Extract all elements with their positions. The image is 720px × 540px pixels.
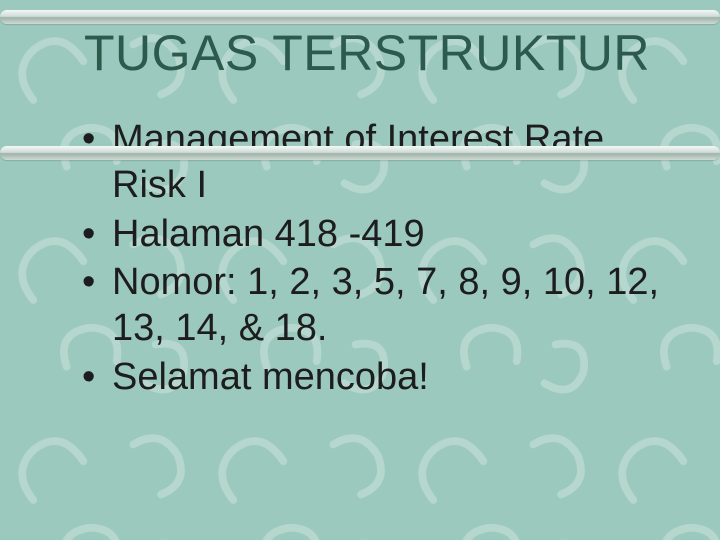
divider-bar-under-title (0, 146, 720, 160)
list-item: Management of Interest Rate Risk I (82, 116, 670, 209)
slide: TUGAS TERSTRUKTUR Management of Interest… (0, 0, 720, 540)
list-item: Halaman 418 -419 (82, 211, 670, 257)
slide-title: TUGAS TERSTRUKTUR (84, 26, 670, 80)
list-item: Nomor: 1, 2, 3, 5, 7, 8, 9, 10, 12, 13, … (82, 259, 670, 352)
slide-content: TUGAS TERSTRUKTUR Management of Interest… (0, 0, 720, 540)
list-item: Selamat mencoba! (82, 354, 670, 400)
